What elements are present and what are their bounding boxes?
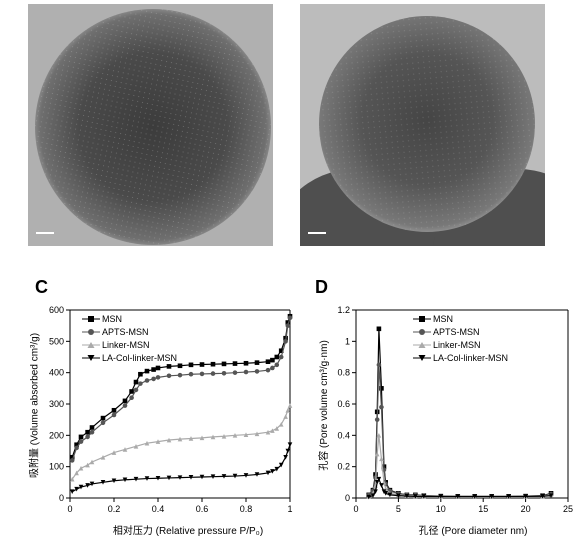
- svg-text:0.8: 0.8: [240, 504, 253, 514]
- legend-marker-triangle: [82, 341, 100, 349]
- svg-text:0.6: 0.6: [196, 504, 209, 514]
- chart-c-y-label: 吸附量 (Volume absorbed cm³/g): [26, 321, 41, 491]
- panel-c-label: C: [35, 277, 48, 298]
- chart-c-x-label: 相对压力 (Relative pressure P/P₀): [98, 522, 278, 537]
- svg-text:400: 400: [49, 368, 64, 378]
- svg-text:0.4: 0.4: [337, 430, 350, 440]
- svg-text:100: 100: [49, 462, 64, 472]
- legend-text: Linker-MSN: [102, 340, 150, 350]
- svg-text:0: 0: [59, 493, 64, 503]
- legend-marker-invtriangle: [413, 354, 431, 362]
- chart-d-x-label: 孔径 (Pore diameter nm): [393, 522, 553, 537]
- svg-text:0.8: 0.8: [337, 368, 350, 378]
- chart-d: 0 5 10 15 20 25 0 0.2 0.4 0.6 0.8 1 1.2 孔容 (Pore vol…: [308, 300, 576, 540]
- legend-row-lacol: LA-Col-linker-MSN: [82, 352, 177, 364]
- legend-marker-invtriangle: [82, 354, 100, 362]
- svg-text:0.2: 0.2: [108, 504, 121, 514]
- svg-text:600: 600: [49, 305, 64, 315]
- svg-text:0.6: 0.6: [337, 399, 350, 409]
- legend-marker-square: [82, 315, 100, 323]
- legend-marker-square: [413, 315, 431, 323]
- svg-text:0.4: 0.4: [152, 504, 165, 514]
- svg-text:25: 25: [563, 504, 573, 514]
- svg-text:10: 10: [436, 504, 446, 514]
- svg-text:0: 0: [353, 504, 358, 514]
- tem-b-svg: [300, 4, 545, 246]
- chart-c-x-en: (Relative pressure P/P₀): [156, 526, 264, 537]
- legend-row-linker: Linker-MSN: [82, 339, 177, 351]
- chart-c-y-en: (Volume absorbed cm³/g): [30, 333, 41, 445]
- chart-d-y-label: 孔容 (Pore volume cm³/g·nm): [315, 318, 330, 493]
- legend-row-lacol: LA-Col-linker-MSN: [413, 352, 508, 364]
- chart-c-y-cn: 吸附量: [30, 448, 41, 478]
- legend-text: Linker-MSN: [433, 340, 481, 350]
- svg-text:0: 0: [67, 504, 72, 514]
- legend-text: APTS-MSN: [433, 327, 480, 337]
- legend-marker-triangle: [413, 341, 431, 349]
- chart-d-y-en: (Pore volume cm³/g·nm): [319, 340, 330, 448]
- legend-row-linker: Linker-MSN: [413, 339, 508, 351]
- chart-c-x-cn: 相对压力: [113, 526, 153, 537]
- chart-d-y-cn: 孔容: [319, 451, 330, 471]
- legend-row-apts: APTS-MSN: [82, 326, 177, 338]
- svg-text:500: 500: [49, 336, 64, 346]
- legend-text: APTS-MSN: [102, 327, 149, 337]
- svg-text:300: 300: [49, 399, 64, 409]
- panel-a-image: [28, 4, 273, 246]
- svg-text:1: 1: [287, 504, 292, 514]
- legend-marker-circle: [413, 328, 431, 336]
- panel-b-image: [300, 4, 545, 246]
- chart-d-x-cn: 孔径: [419, 526, 439, 537]
- svg-text:0: 0: [345, 493, 350, 503]
- tem-a-svg: [28, 4, 273, 246]
- svg-text:20: 20: [521, 504, 531, 514]
- panel-d-label: D: [315, 277, 328, 298]
- legend-marker-circle: [82, 328, 100, 336]
- svg-text:5: 5: [396, 504, 401, 514]
- svg-text:1.2: 1.2: [337, 305, 350, 315]
- legend-text: MSN: [102, 314, 122, 324]
- svg-text:1: 1: [345, 336, 350, 346]
- chart-c: 0 0.2 0.4 0.6 0.8 1 0 100 200 300 400 500 600 吸附量 (V…: [18, 300, 298, 540]
- legend-row-msn: MSN: [82, 313, 177, 325]
- chart-c-legend: MSN APTS-MSN Linker-MSN LA-Col-linker-MS…: [82, 313, 177, 365]
- chart-d-x-en: (Pore diameter nm): [441, 526, 527, 537]
- legend-row-apts: APTS-MSN: [413, 326, 508, 338]
- svg-text:0.2: 0.2: [337, 462, 350, 472]
- legend-row-msn: MSN: [413, 313, 508, 325]
- legend-text: LA-Col-linker-MSN: [433, 353, 508, 363]
- legend-text: LA-Col-linker-MSN: [102, 353, 177, 363]
- svg-text:200: 200: [49, 430, 64, 440]
- legend-text: MSN: [433, 314, 453, 324]
- chart-d-legend: MSN APTS-MSN Linker-MSN LA-Col-linker-MS…: [413, 313, 508, 365]
- svg-text:15: 15: [478, 504, 488, 514]
